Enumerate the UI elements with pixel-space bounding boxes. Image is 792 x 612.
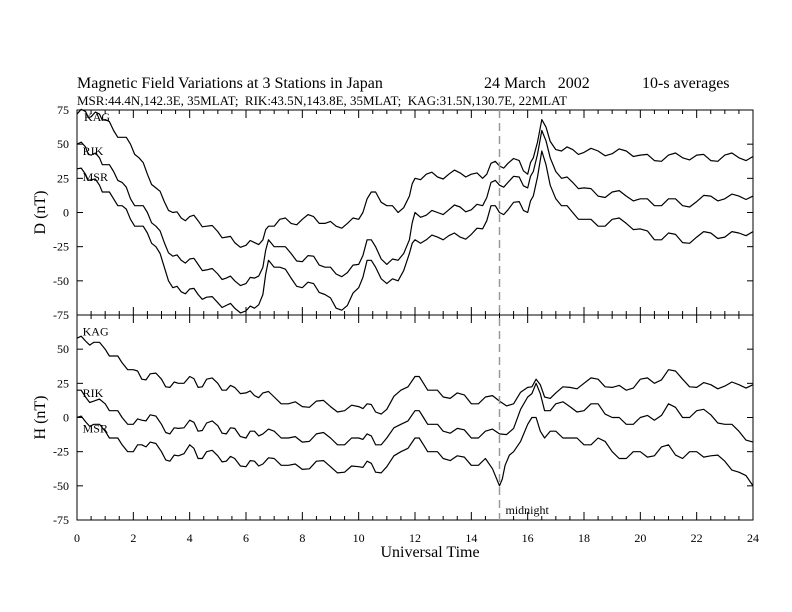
y-tick-label: 25 [57, 376, 69, 390]
y-tick-label: 50 [57, 342, 69, 356]
series-label-kag: KAG [84, 110, 110, 124]
x-tick-label: 6 [243, 531, 249, 545]
y-tick-label: -25 [53, 240, 69, 254]
chart-averaging: 10-s averages [642, 75, 730, 92]
y-tick-label: -50 [53, 274, 69, 288]
y-axis-label: D (nT) [32, 191, 49, 235]
declination-panel: 75 50 25 0 -25 -50 -75 D (nT) KAG RIK MSR [32, 103, 754, 322]
x-tick-label: 22 [691, 531, 703, 545]
y-tick-label: -50 [53, 479, 69, 493]
y-tick-label: 50 [57, 137, 69, 151]
y-tick-label: 0 [63, 206, 69, 220]
series-label-kag: KAG [83, 324, 109, 338]
x-tick-label: 20 [634, 531, 646, 545]
y-tick-label: 75 [57, 103, 69, 117]
series-line-msr [76, 415, 754, 487]
series-label-msr: MSR [83, 170, 108, 184]
series-line-kag [76, 335, 754, 415]
y-tick-label: -25 [53, 445, 69, 459]
y-tick-label: -75 [53, 308, 69, 322]
x-tick-label: 12 [409, 531, 421, 545]
series-label-rik: RIK [83, 144, 104, 158]
series-label-rik: RIK [83, 386, 104, 400]
y-tick-label: 25 [57, 171, 69, 185]
x-tick-label: 4 [187, 531, 193, 545]
panel-frame [76, 314, 754, 521]
x-axis-label: Universal Time [380, 544, 479, 561]
series-line-rik [76, 129, 754, 287]
y-tick-label: -75 [53, 513, 69, 527]
x-tick-label: 16 [522, 531, 534, 545]
stations-info: MSR:44.4N,142.3E, 35MLAT; RIK:43.5N,143.… [77, 93, 567, 108]
chart-date: 24 March 2002 [484, 75, 590, 92]
x-tick-label: 10 [353, 531, 365, 545]
series-line-kag [76, 108, 754, 248]
chart-title: Magnetic Field Variations at 3 Stations … [77, 75, 383, 92]
x-tick-label: 18 [578, 531, 590, 545]
y-axis-label: H (nT) [32, 396, 49, 440]
y-tick-label: 0 [63, 411, 69, 425]
x-tick-label: 24 [747, 531, 759, 545]
series-line-msr [76, 150, 754, 314]
x-tick-label: 2 [130, 531, 136, 545]
midnight-label: midnight [506, 503, 550, 517]
x-tick-label: 8 [299, 531, 305, 545]
x-tick-label: 0 [74, 531, 80, 545]
series-label-msr: MSR [83, 421, 108, 435]
x-tick-label: 14 [465, 531, 477, 545]
series-line-rik [77, 382, 754, 446]
